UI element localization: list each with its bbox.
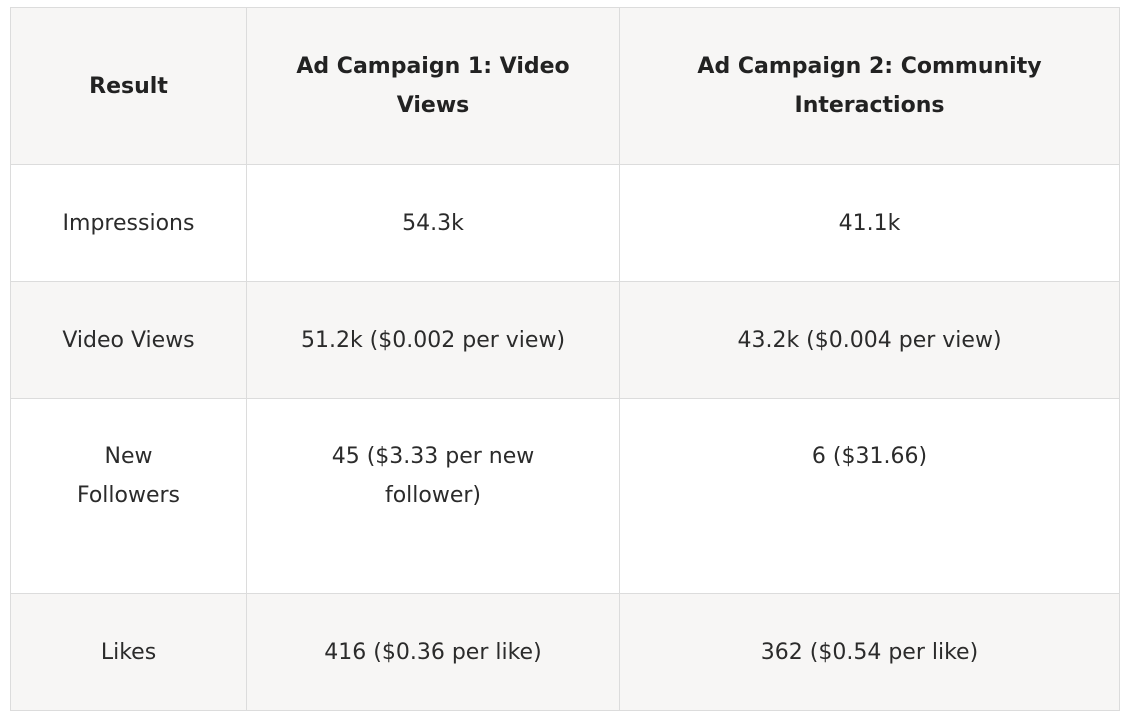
table-row: Likes 416 ($0.36 per like) 362 ($0.54 pe… xyxy=(10,593,1120,711)
cell-campaign-2-impressions: 41.1k xyxy=(619,164,1120,282)
row-label-new-followers: New Followers xyxy=(10,398,247,594)
header-campaign-2: Ad Campaign 2: Community Interactions xyxy=(619,7,1120,165)
cell-campaign-2-likes: 362 ($0.54 per like) xyxy=(619,593,1120,711)
campaign-results-table: Result Ad Campaign 1: Video Views Ad Cam… xyxy=(10,7,1120,711)
cell-campaign-1-impressions: 54.3k xyxy=(246,164,620,282)
cell-campaign-1-likes: 416 ($0.36 per like) xyxy=(246,593,620,711)
table-row: Impressions 54.3k 41.1k xyxy=(10,164,1120,282)
table-header-row: Result Ad Campaign 1: Video Views Ad Cam… xyxy=(10,7,1120,165)
header-campaign-1: Ad Campaign 1: Video Views xyxy=(246,7,620,165)
cell-campaign-2-video-views: 43.2k ($0.004 per view) xyxy=(619,281,1120,399)
row-label-likes: Likes xyxy=(10,593,247,711)
row-label-video-views: Video Views xyxy=(10,281,247,399)
table-row: Video Views 51.2k ($0.002 per view) 43.2… xyxy=(10,281,1120,399)
header-result: Result xyxy=(10,7,247,165)
results-table-container: Result Ad Campaign 1: Video Views Ad Cam… xyxy=(10,7,1120,711)
cell-campaign-1-video-views: 51.2k ($0.002 per view) xyxy=(246,281,620,399)
row-label-impressions: Impressions xyxy=(10,164,247,282)
cell-campaign-2-new-followers: 6 ($31.66) xyxy=(619,398,1120,594)
cell-campaign-1-new-followers: 45 ($3.33 per new follower) xyxy=(246,398,620,594)
table-row: New Followers 45 ($3.33 per new follower… xyxy=(10,398,1120,594)
